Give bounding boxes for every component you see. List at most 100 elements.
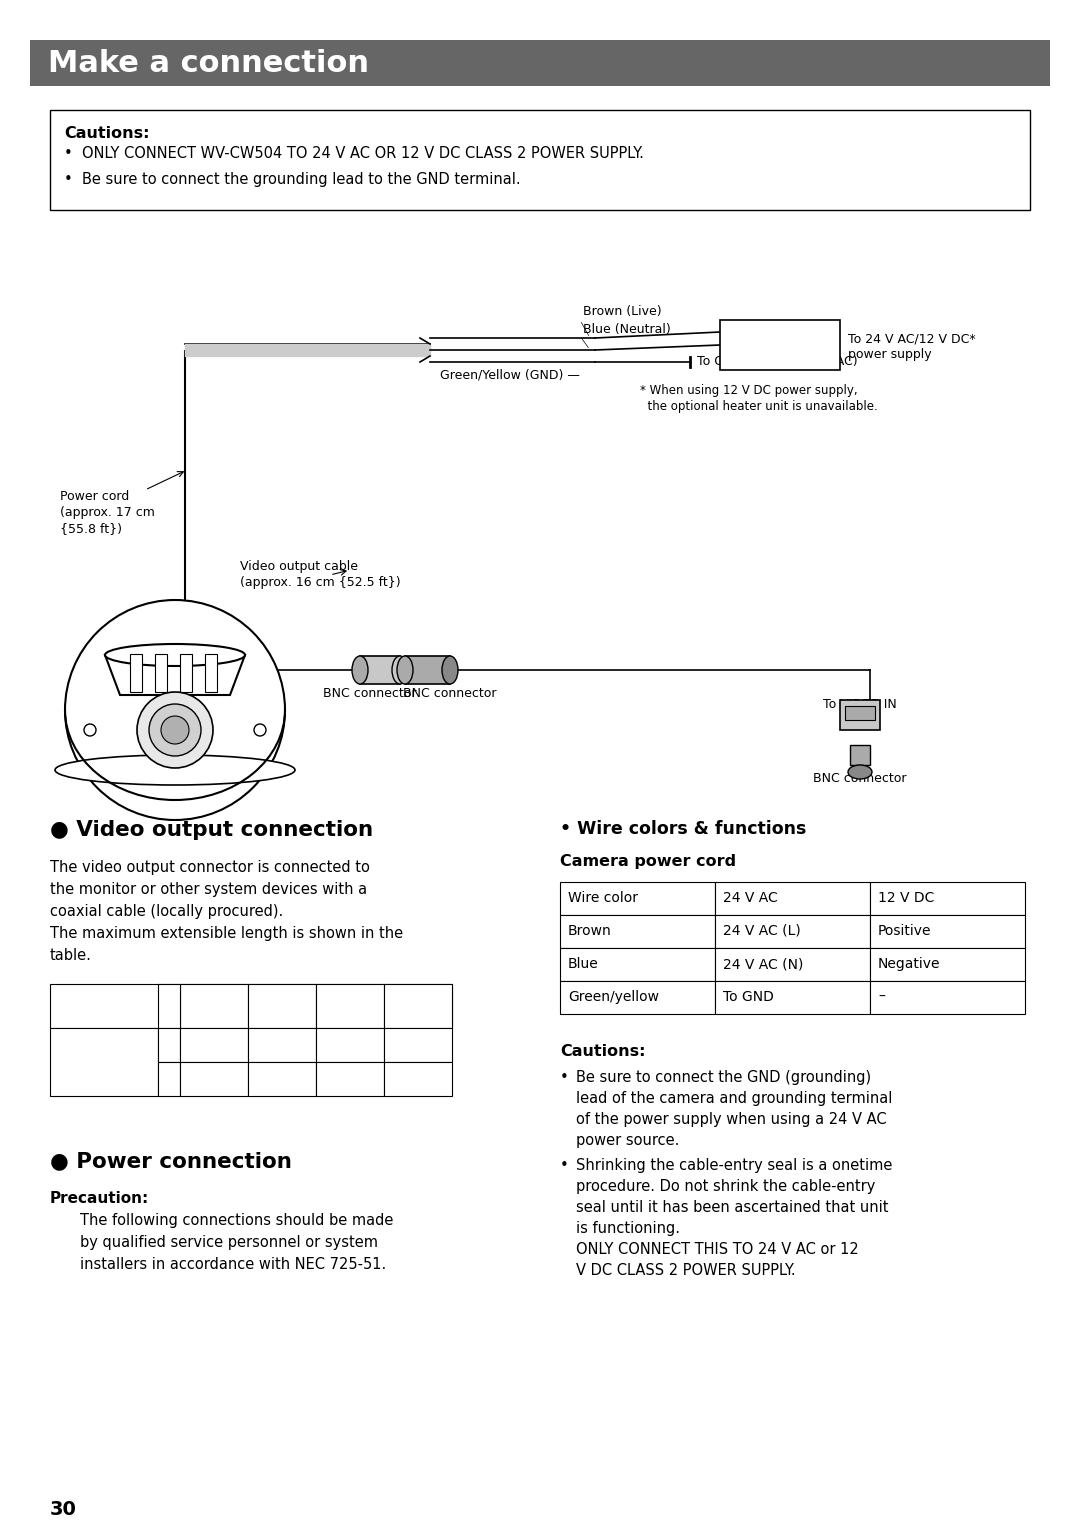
Text: (approx. 16 cm {52.5 ft}): (approx. 16 cm {52.5 ft}) xyxy=(240,576,401,588)
Bar xyxy=(180,654,192,692)
Bar xyxy=(316,984,384,1028)
Bar xyxy=(384,1028,453,1062)
Text: Cautions:: Cautions: xyxy=(561,1043,646,1059)
Bar xyxy=(870,980,1025,1014)
Text: Precaution:: Precaution: xyxy=(50,1190,149,1206)
Text: by qualified service personnel or system: by qualified service personnel or system xyxy=(80,1235,378,1250)
Text: installers in accordance with NEC 725-51.: installers in accordance with NEC 725-51… xyxy=(80,1256,387,1272)
Text: m: m xyxy=(161,1039,173,1051)
Bar xyxy=(715,915,870,948)
Bar xyxy=(715,980,870,1014)
Bar xyxy=(870,948,1025,980)
Text: Cautions:: Cautions: xyxy=(64,126,149,141)
Text: Brown: Brown xyxy=(568,924,611,938)
Text: RG-59/U: RG-59/U xyxy=(184,990,237,1003)
Text: coaxial cable (locally procured).: coaxial cable (locally procured). xyxy=(50,904,283,919)
Text: BNC connector: BNC connector xyxy=(403,686,497,700)
Bar xyxy=(248,984,316,1028)
Text: Blue (Neutral): Blue (Neutral) xyxy=(583,323,671,336)
Text: power supply: power supply xyxy=(848,348,932,362)
Text: 30: 30 xyxy=(50,1500,77,1520)
Text: Shrinking the cable-entry seal is a onetime: Shrinking the cable-entry seal is a onet… xyxy=(576,1158,892,1174)
Text: 825: 825 xyxy=(201,1072,227,1086)
Text: Video output cable: Video output cable xyxy=(240,561,357,573)
Text: 24 V AC (N): 24 V AC (N) xyxy=(723,958,804,971)
Circle shape xyxy=(65,601,285,820)
Text: ft: ft xyxy=(161,1072,171,1086)
Bar xyxy=(870,882,1025,915)
Text: Brown (Live): Brown (Live) xyxy=(583,305,662,319)
Text: Type   of   coaxial: Type of coaxial xyxy=(54,990,163,1003)
Text: •  ONLY CONNECT WV-CW504 TO 24 V AC OR 12 V DC CLASS 2 POWER SUPPLY.: • ONLY CONNECT WV-CW504 TO 24 V AC OR 12… xyxy=(64,146,644,161)
Text: table.: table. xyxy=(50,948,92,964)
Bar xyxy=(50,1028,158,1095)
Bar xyxy=(316,1028,384,1062)
Text: To GND (only for 24 V AC): To GND (only for 24 V AC) xyxy=(697,355,858,369)
Bar xyxy=(360,656,400,683)
Bar xyxy=(180,1062,248,1095)
Text: 12 V DC: 12 V DC xyxy=(878,892,934,905)
Text: 500: 500 xyxy=(269,1039,295,1051)
Text: To GND: To GND xyxy=(723,990,774,1003)
Text: RG-11/U: RG-11/U xyxy=(320,990,373,1003)
Bar xyxy=(158,1062,180,1095)
Text: (5C-2V): (5C-2V) xyxy=(252,1007,299,1019)
Text: Make a connection: Make a connection xyxy=(48,49,369,78)
Bar xyxy=(50,110,1030,210)
Text: of the power supply when using a 24 V AC: of the power supply when using a 24 V AC xyxy=(576,1112,887,1128)
Text: Blue: Blue xyxy=(568,958,598,971)
Text: seal until it has been ascertained that unit: seal until it has been ascertained that … xyxy=(576,1200,889,1215)
Bar xyxy=(561,915,715,948)
Circle shape xyxy=(149,705,201,755)
Text: Green/Yellow (GND) —: Green/Yellow (GND) — xyxy=(440,368,580,381)
Text: 1 980: 1 980 xyxy=(332,1072,369,1086)
Text: •: • xyxy=(561,1158,569,1174)
Text: BNC connector: BNC connector xyxy=(813,772,907,784)
Text: Recommended: Recommended xyxy=(54,1033,148,1046)
Text: The video output connector is connected to: The video output connector is connected … xyxy=(50,859,369,875)
Text: •  Be sure to connect the grounding lead to the GND terminal.: • Be sure to connect the grounding lead … xyxy=(64,172,521,187)
Text: 2 640: 2 640 xyxy=(400,1072,437,1086)
Bar xyxy=(316,1062,384,1095)
Text: 1 650: 1 650 xyxy=(264,1072,301,1086)
Bar xyxy=(715,882,870,915)
Text: 24 V AC: 24 V AC xyxy=(723,892,778,905)
Text: (10C-2V): (10C-2V) xyxy=(388,1007,443,1019)
Text: the monitor or other system devices with a: the monitor or other system devices with… xyxy=(50,882,367,898)
Bar xyxy=(561,882,715,915)
Text: The following connections should be made: The following connections should be made xyxy=(80,1213,393,1229)
Ellipse shape xyxy=(55,755,295,784)
Text: –: – xyxy=(878,990,885,1003)
Text: Wire color: Wire color xyxy=(568,892,638,905)
Text: 24 V AC (L): 24 V AC (L) xyxy=(723,924,800,938)
Ellipse shape xyxy=(397,656,413,683)
Bar xyxy=(156,654,167,692)
Bar xyxy=(130,654,141,692)
Bar xyxy=(50,984,453,1028)
Text: BNC connector: BNC connector xyxy=(323,686,417,700)
Ellipse shape xyxy=(105,643,245,666)
Bar xyxy=(840,700,880,731)
Circle shape xyxy=(161,715,189,745)
Ellipse shape xyxy=(442,656,458,683)
Bar xyxy=(180,1028,248,1062)
Ellipse shape xyxy=(392,656,408,683)
Bar xyxy=(384,1062,453,1095)
Text: ● Power connection: ● Power connection xyxy=(50,1151,292,1170)
Text: V DC CLASS 2 POWER SUPPLY.: V DC CLASS 2 POWER SUPPLY. xyxy=(576,1262,796,1278)
Text: lead of the camera and grounding terminal: lead of the camera and grounding termina… xyxy=(576,1091,892,1106)
Text: Camera power cord: Camera power cord xyxy=(561,853,737,869)
Circle shape xyxy=(254,725,266,735)
Text: is functioning.: is functioning. xyxy=(576,1221,680,1236)
Text: RG-15/U: RG-15/U xyxy=(388,990,441,1003)
Bar xyxy=(158,984,180,1028)
Bar xyxy=(845,706,875,720)
Text: Green/yellow: Green/yellow xyxy=(568,990,659,1003)
Circle shape xyxy=(137,692,213,768)
Bar xyxy=(720,320,840,371)
Bar xyxy=(870,915,1025,948)
Bar xyxy=(158,1028,180,1062)
Text: ONLY CONNECT THIS TO 24 V AC or 12: ONLY CONNECT THIS TO 24 V AC or 12 xyxy=(576,1242,859,1256)
Polygon shape xyxy=(105,656,245,696)
Text: * When using 12 V DC power supply,: * When using 12 V DC power supply, xyxy=(640,385,858,397)
